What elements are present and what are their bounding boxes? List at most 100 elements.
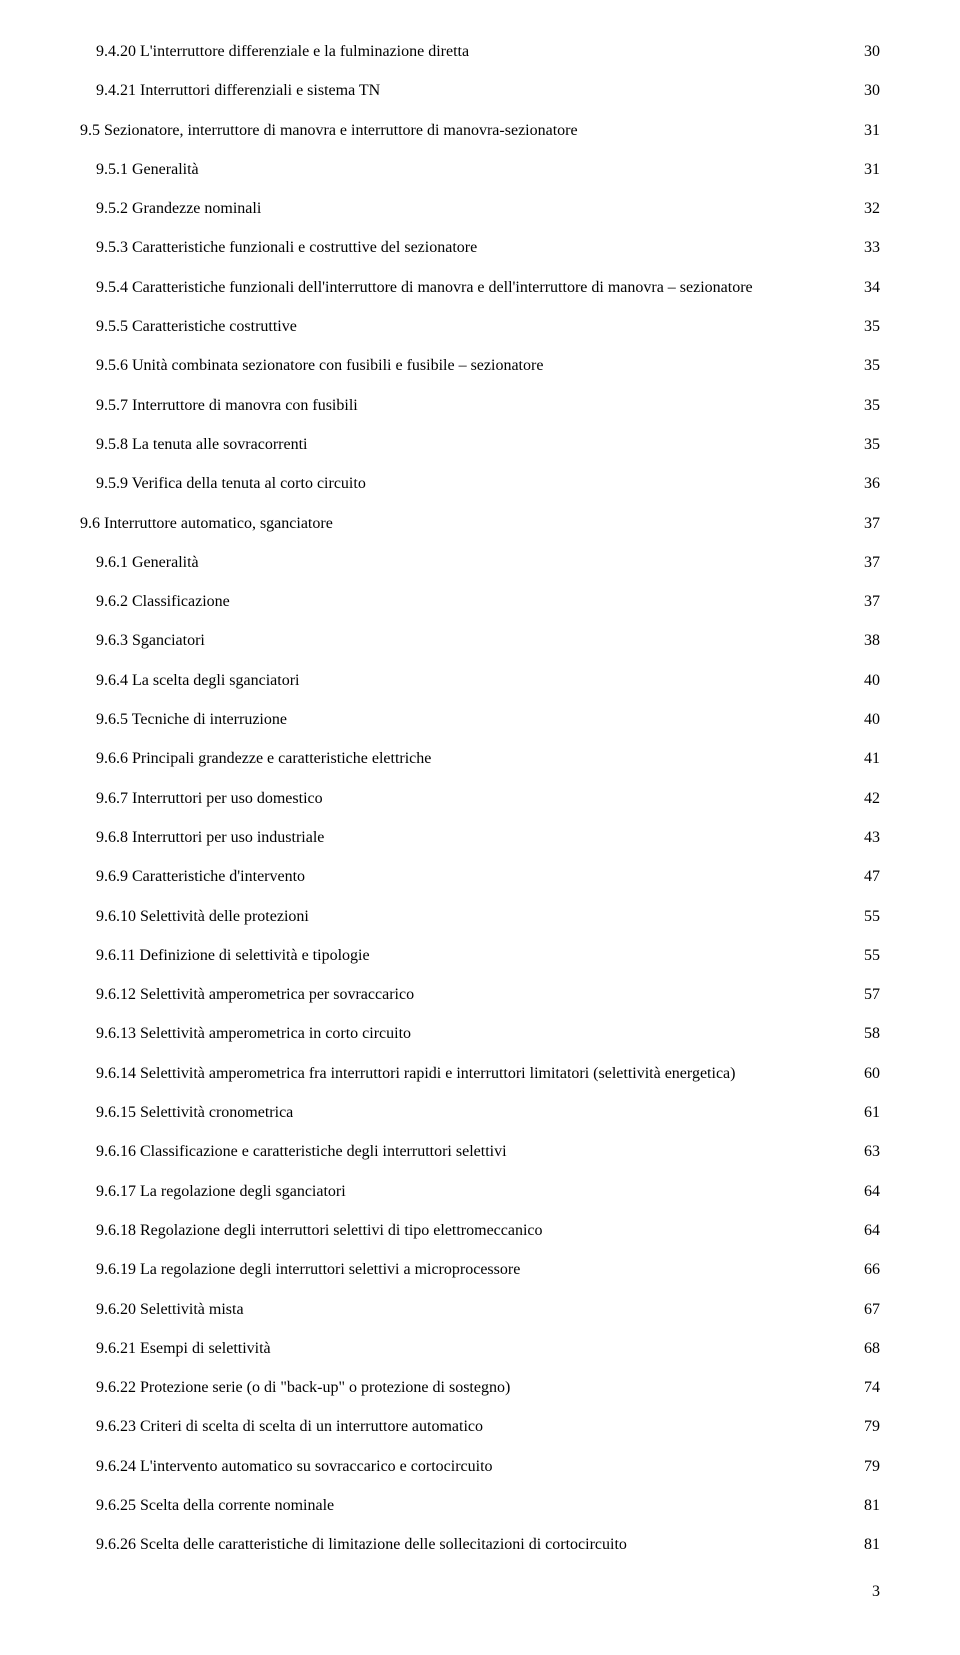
toc-entry-page: 30 <box>850 40 880 65</box>
toc-entry-page: 33 <box>850 236 880 261</box>
toc-row: 9.6.21 Esempi di selettività68 <box>80 1337 880 1362</box>
toc-entry-page: 61 <box>850 1101 880 1126</box>
toc-row: 9.6.5 Tecniche di interruzione40 <box>80 708 880 733</box>
toc-entry-page: 66 <box>850 1258 880 1283</box>
toc-row: 9.6.6 Principali grandezze e caratterist… <box>80 747 880 772</box>
toc-entry-text: 9.5.6 Unità combinata sezionatore con fu… <box>96 354 850 379</box>
toc-list: 9.4.20 L'interruttore differenziale e la… <box>80 40 880 1558</box>
toc-entry-page: 55 <box>850 905 880 930</box>
toc-entry-page: 43 <box>850 826 880 851</box>
toc-entry-text: 9.6.13 Selettività amperometrica in cort… <box>96 1022 850 1047</box>
toc-entry-page: 81 <box>850 1533 880 1558</box>
toc-entry-page: 37 <box>850 512 880 537</box>
toc-entry-page: 30 <box>850 79 880 104</box>
toc-entry-page: 36 <box>850 472 880 497</box>
toc-row: 9.6.24 L'intervento automatico su sovrac… <box>80 1455 880 1480</box>
toc-row: 9.6.19 La regolazione degli interruttori… <box>80 1258 880 1283</box>
toc-entry-text: 9.6.4 La scelta degli sganciatori <box>96 669 850 694</box>
toc-row: 9.6.16 Classificazione e caratteristiche… <box>80 1140 880 1165</box>
toc-entry-page: 67 <box>850 1298 880 1323</box>
toc-row: 9.6 Interruttore automatico, sganciatore… <box>80 512 880 537</box>
toc-row: 9.6.26 Scelta delle caratteristiche di l… <box>80 1533 880 1558</box>
toc-row: 9.5.8 La tenuta alle sovracorrenti35 <box>80 433 880 458</box>
toc-entry-page: 64 <box>850 1219 880 1244</box>
toc-entry-text: 9.6.23 Criteri di scelta di scelta di un… <box>96 1415 850 1440</box>
toc-row: 9.6.13 Selettività amperometrica in cort… <box>80 1022 880 1047</box>
toc-entry-text: 9.4.21 Interruttori differenziali e sist… <box>96 79 850 104</box>
toc-row: 9.5.4 Caratteristiche funzionali dell'in… <box>80 276 880 301</box>
toc-entry-page: 35 <box>850 315 880 340</box>
toc-row: 9.5.1 Generalità31 <box>80 158 880 183</box>
toc-entry-text: 9.6.11 Definizione di selettività e tipo… <box>96 944 850 969</box>
toc-entry-text: 9.6.6 Principali grandezze e caratterist… <box>96 747 850 772</box>
toc-row: 9.6.9 Caratteristiche d'intervento47 <box>80 865 880 890</box>
toc-entry-text: 9.6.12 Selettività amperometrica per sov… <box>96 983 850 1008</box>
toc-entry-text: 9.6.2 Classificazione <box>96 590 850 615</box>
toc-entry-text: 9.5.4 Caratteristiche funzionali dell'in… <box>96 276 850 301</box>
toc-entry-page: 64 <box>850 1180 880 1205</box>
toc-entry-page: 40 <box>850 669 880 694</box>
toc-row: 9.6.11 Definizione di selettività e tipo… <box>80 944 880 969</box>
toc-row: 9.6.12 Selettività amperometrica per sov… <box>80 983 880 1008</box>
toc-entry-text: 9.6.21 Esempi di selettività <box>96 1337 850 1362</box>
toc-entry-text: 9.6.22 Protezione serie (o di "back-up" … <box>96 1376 850 1401</box>
toc-entry-text: 9.5.9 Verifica della tenuta al corto cir… <box>96 472 850 497</box>
toc-row: 9.5.7 Interruttore di manovra con fusibi… <box>80 394 880 419</box>
toc-row: 9.6.3 Sganciatori38 <box>80 629 880 654</box>
toc-entry-page: 68 <box>850 1337 880 1362</box>
toc-row: 9.6.18 Regolazione degli interruttori se… <box>80 1219 880 1244</box>
toc-entry-page: 58 <box>850 1022 880 1047</box>
toc-entry-text: 9.6 Interruttore automatico, sganciatore <box>80 512 850 537</box>
toc-row: 9.5.2 Grandezze nominali32 <box>80 197 880 222</box>
toc-entry-text: 9.5 Sezionatore, interruttore di manovra… <box>80 119 850 144</box>
toc-row: 9.6.17 La regolazione degli sganciatori6… <box>80 1180 880 1205</box>
toc-entry-text: 9.6.3 Sganciatori <box>96 629 850 654</box>
toc-entry-page: 31 <box>850 119 880 144</box>
toc-entry-text: 9.6.5 Tecniche di interruzione <box>96 708 850 733</box>
toc-entry-text: 9.6.14 Selettività amperometrica fra int… <box>96 1062 850 1087</box>
toc-row: 9.6.1 Generalità37 <box>80 551 880 576</box>
toc-entry-text: 9.5.8 La tenuta alle sovracorrenti <box>96 433 850 458</box>
toc-entry-page: 31 <box>850 158 880 183</box>
toc-entry-text: 9.5.3 Caratteristiche funzionali e costr… <box>96 236 850 261</box>
toc-entry-text: 9.6.7 Interruttori per uso domestico <box>96 787 850 812</box>
toc-entry-text: 9.5.2 Grandezze nominali <box>96 197 850 222</box>
page-number: 3 <box>80 1580 880 1605</box>
toc-entry-page: 34 <box>850 276 880 301</box>
toc-entry-page: 81 <box>850 1494 880 1519</box>
toc-row: 9.6.25 Scelta della corrente nominale81 <box>80 1494 880 1519</box>
toc-row: 9.4.20 L'interruttore differenziale e la… <box>80 40 880 65</box>
toc-entry-text: 9.6.8 Interruttori per uso industriale <box>96 826 850 851</box>
toc-row: 9.5.9 Verifica della tenuta al corto cir… <box>80 472 880 497</box>
toc-entry-page: 35 <box>850 354 880 379</box>
toc-row: 9.6.10 Selettività delle protezioni55 <box>80 905 880 930</box>
toc-entry-page: 60 <box>850 1062 880 1087</box>
toc-row: 9.6.2 Classificazione37 <box>80 590 880 615</box>
toc-row: 9.5.6 Unità combinata sezionatore con fu… <box>80 354 880 379</box>
toc-entry-page: 37 <box>850 551 880 576</box>
toc-row: 9.4.21 Interruttori differenziali e sist… <box>80 79 880 104</box>
toc-entry-text: 9.6.15 Selettività cronometrica <box>96 1101 850 1126</box>
toc-entry-text: 9.5.7 Interruttore di manovra con fusibi… <box>96 394 850 419</box>
toc-entry-page: 55 <box>850 944 880 969</box>
toc-entry-page: 63 <box>850 1140 880 1165</box>
toc-row: 9.6.20 Selettività mista67 <box>80 1298 880 1323</box>
toc-entry-text: 9.6.16 Classificazione e caratteristiche… <box>96 1140 850 1165</box>
toc-entry-text: 9.6.20 Selettività mista <box>96 1298 850 1323</box>
toc-row: 9.6.15 Selettività cronometrica61 <box>80 1101 880 1126</box>
toc-entry-page: 37 <box>850 590 880 615</box>
toc-row: 9.6.22 Protezione serie (o di "back-up" … <box>80 1376 880 1401</box>
toc-entry-page: 42 <box>850 787 880 812</box>
toc-entry-page: 57 <box>850 983 880 1008</box>
toc-entry-text: 9.6.10 Selettività delle protezioni <box>96 905 850 930</box>
toc-row: 9.5 Sezionatore, interruttore di manovra… <box>80 119 880 144</box>
toc-entry-page: 79 <box>850 1455 880 1480</box>
toc-row: 9.6.14 Selettività amperometrica fra int… <box>80 1062 880 1087</box>
toc-entry-page: 40 <box>850 708 880 733</box>
toc-row: 9.6.4 La scelta degli sganciatori40 <box>80 669 880 694</box>
toc-entry-text: 9.6.24 L'intervento automatico su sovrac… <box>96 1455 850 1480</box>
toc-entry-page: 41 <box>850 747 880 772</box>
toc-entry-text: 9.6.17 La regolazione degli sganciatori <box>96 1180 850 1205</box>
toc-entry-text: 9.6.25 Scelta della corrente nominale <box>96 1494 850 1519</box>
toc-entry-text: 9.6.18 Regolazione degli interruttori se… <box>96 1219 850 1244</box>
